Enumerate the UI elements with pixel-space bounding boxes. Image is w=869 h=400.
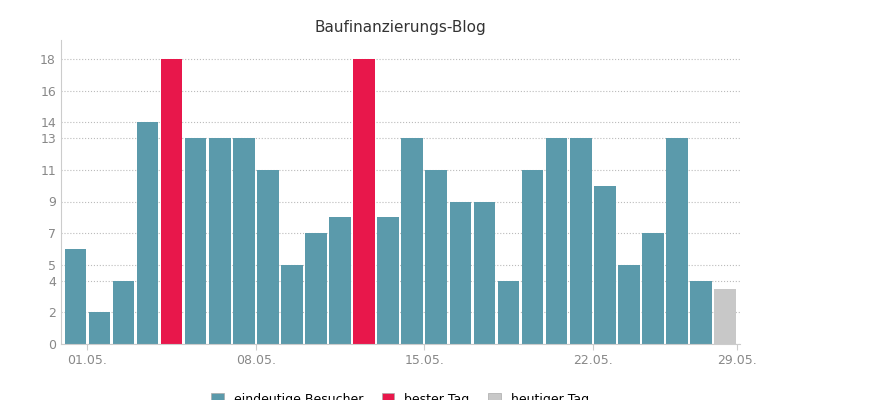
Bar bbox=[689, 281, 711, 344]
Bar bbox=[569, 138, 591, 344]
Bar bbox=[112, 281, 134, 344]
Bar bbox=[353, 59, 375, 344]
Bar bbox=[401, 138, 422, 344]
Bar bbox=[305, 233, 327, 344]
Bar bbox=[713, 288, 735, 344]
Bar bbox=[666, 138, 687, 344]
Bar bbox=[328, 217, 350, 344]
Bar bbox=[233, 138, 255, 344]
Bar bbox=[545, 138, 567, 344]
Bar bbox=[449, 202, 471, 344]
Bar bbox=[594, 186, 615, 344]
Bar bbox=[136, 122, 158, 344]
Bar bbox=[281, 265, 302, 344]
Bar bbox=[617, 265, 639, 344]
Bar bbox=[89, 312, 110, 344]
Bar bbox=[473, 202, 494, 344]
Bar bbox=[209, 138, 230, 344]
Legend: eindeutige Besucher, bester Tag, heutiger Tag: eindeutige Besucher, bester Tag, heutige… bbox=[211, 393, 588, 400]
Bar bbox=[161, 59, 182, 344]
Bar bbox=[184, 138, 206, 344]
Bar bbox=[641, 233, 663, 344]
Bar bbox=[64, 249, 86, 344]
Bar bbox=[521, 170, 543, 344]
Bar bbox=[497, 281, 519, 344]
Bar bbox=[256, 170, 278, 344]
Title: Baufinanzierungs-Blog: Baufinanzierungs-Blog bbox=[314, 20, 486, 35]
Bar bbox=[425, 170, 447, 344]
Bar bbox=[377, 217, 399, 344]
